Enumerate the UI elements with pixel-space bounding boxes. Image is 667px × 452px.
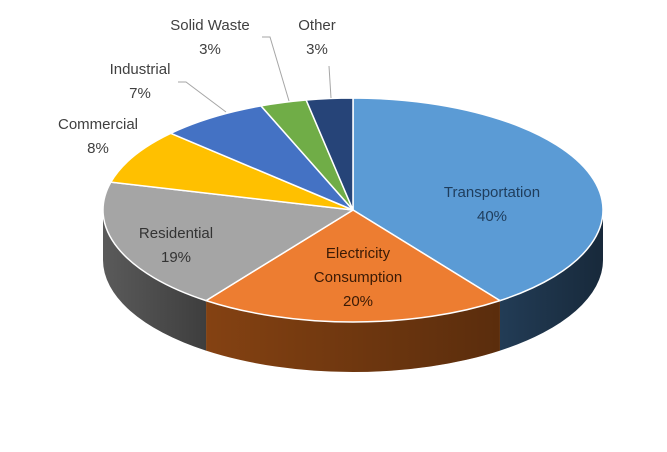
slice-residential (102, 181, 354, 302)
leader-line-other (328, 65, 332, 99)
data-label-electricity-consumption-line-1: Electricity (326, 245, 391, 262)
slice-industrial (170, 105, 354, 211)
slice-other (305, 97, 354, 211)
slice-side-shade-electricity-consumption (206, 300, 500, 373)
slice-side-shade-residential (103, 210, 207, 351)
slice-transportation (352, 97, 604, 302)
data-value-commercial: 8% (87, 140, 109, 157)
data-value-electricity-consumption: 20% (343, 293, 373, 310)
data-label-solid-waste: Solid Waste (170, 17, 249, 34)
leader-lines (178, 36, 332, 113)
data-label-industrial: Industrial (110, 61, 171, 78)
data-label-residential: Residential (139, 225, 213, 242)
data-value-transportation: 40% (477, 208, 507, 225)
data-value-residential: 19% (161, 249, 191, 266)
data-label-commercial: Commercial (58, 116, 138, 133)
data-value-solid-waste: 3% (199, 41, 221, 58)
data-label-transportation: Transportation (444, 184, 540, 201)
data-value-other: 3% (306, 41, 328, 58)
data-labels: Transportation 40% Electricity Consumption 2… (58, 17, 540, 310)
data-value-industrial: 7% (129, 85, 151, 102)
slice-electricity-consumption (205, 209, 501, 323)
data-label-other: Other (298, 17, 336, 34)
data-label-electricity-consumption-line-2: Consumption (314, 269, 402, 286)
leader-line-industrial (178, 81, 227, 113)
pie-top-layer (102, 97, 604, 323)
pie-side-layer (103, 210, 603, 373)
slice-side-shade-transportation (499, 210, 603, 351)
slice-commercial (110, 132, 354, 211)
leader-line-solid-waste (262, 36, 290, 102)
